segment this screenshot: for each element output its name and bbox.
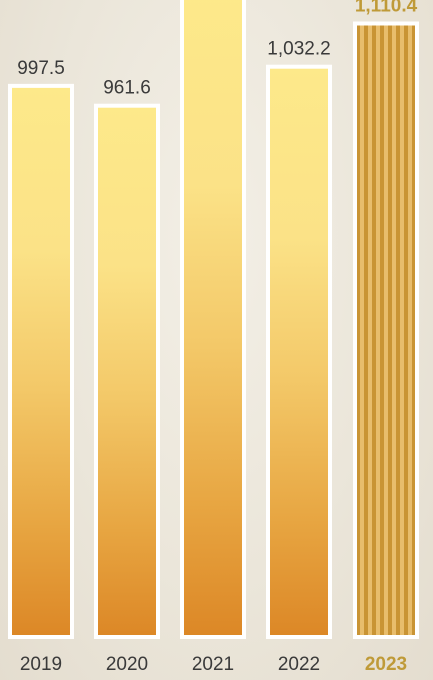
bar-2021 xyxy=(180,0,246,639)
value-label-2022: 1,032.2 xyxy=(267,39,330,60)
category-label-2020: 2020 xyxy=(106,654,148,675)
category-label-2022: 2022 xyxy=(278,654,320,675)
bar-2023 xyxy=(353,21,419,639)
bar-2019 xyxy=(8,83,74,640)
bar-2020 xyxy=(94,103,160,639)
value-label-2019: 997.5 xyxy=(17,58,65,79)
category-label-2019: 2019 xyxy=(20,654,62,675)
category-label-2023: 2023 xyxy=(365,654,407,675)
category-labels-group: 2019 2020 2021 2022 2023 xyxy=(20,654,407,675)
category-label-2021: 2021 xyxy=(192,654,234,675)
bar-2022 xyxy=(266,64,332,640)
bars-group xyxy=(8,0,419,640)
value-label-2023: 1,110.4 xyxy=(355,0,418,17)
value-label-2020: 961.6 xyxy=(103,78,151,99)
